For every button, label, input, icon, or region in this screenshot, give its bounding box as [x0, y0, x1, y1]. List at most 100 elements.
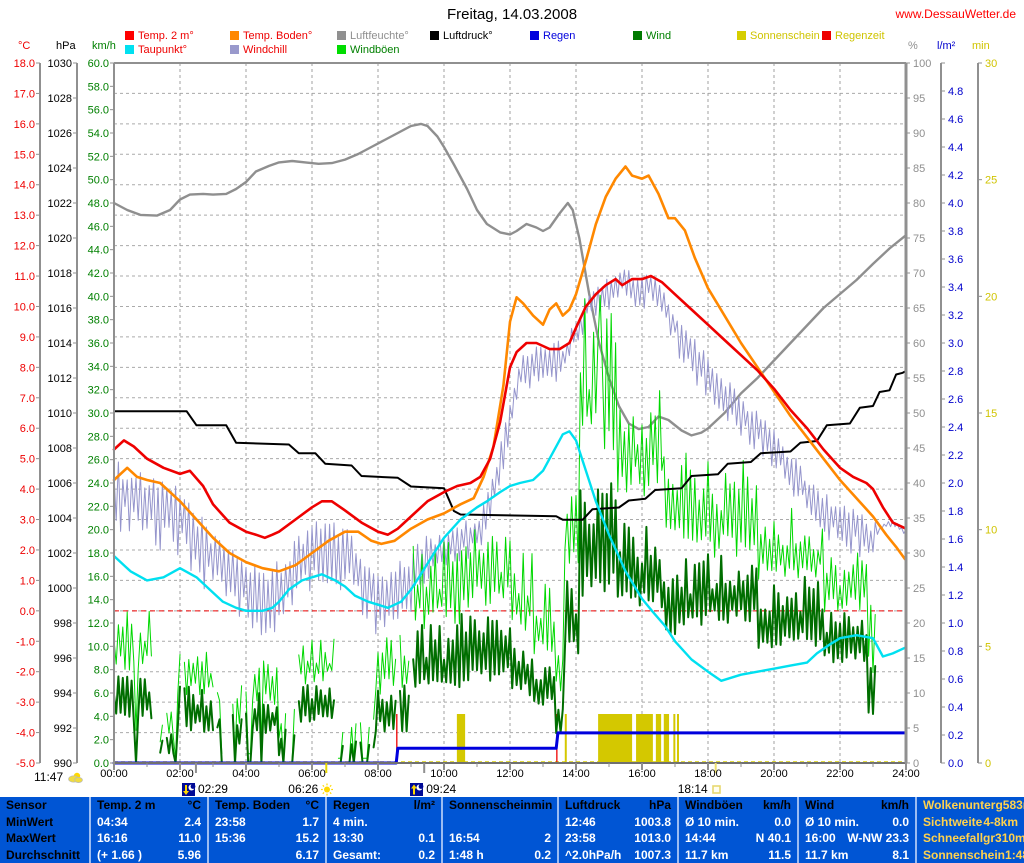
axis-tick-label-wind_kmh: 28.0: [88, 431, 109, 443]
legend-label: Temp. Boden°: [243, 30, 313, 42]
axis-tick-label-rain_lm2: 3.2: [948, 310, 963, 322]
cell-value: W-NW 23.3: [847, 831, 909, 846]
axis-tick-label-rain_lm2: 3.4: [948, 282, 963, 294]
axis-tick-label-humidity_pct: 15: [913, 653, 925, 665]
legend-swatch: [230, 31, 239, 40]
legend-label: Luftdruck°: [443, 30, 493, 42]
axis-tick-label-wind_kmh: 42.0: [88, 268, 109, 280]
axis-tick-label-rain_lm2: 1.4: [948, 562, 963, 574]
cell-value: 2.4: [184, 814, 201, 829]
cell-text: Sensor: [6, 798, 47, 813]
axis-tick-label-rain_lm2: 1.8: [948, 506, 963, 518]
legend-item-luftfeuchte-: Luftfeuchte°: [337, 30, 409, 42]
legend-label: Sonnenschein: [750, 30, 820, 42]
cell-text: (+ 1.66 ): [97, 847, 143, 862]
axis-tick-label-wind_kmh: 40.0: [88, 291, 109, 303]
cell-text: Sichtweite: [923, 814, 983, 829]
sunshine-bar: [456, 714, 466, 762]
legend-swatch: [530, 31, 539, 40]
axis-unit-rain_lm2: l/m²: [937, 40, 956, 52]
legend-swatch: [633, 31, 642, 40]
axis-tick-label-wind_kmh: 46.0: [88, 221, 109, 233]
axis-tick-label-rain_lm2: 0.8: [948, 646, 963, 658]
cell-value: 8.1: [892, 847, 909, 862]
axis-tick-label-temp_c: 17.0: [14, 88, 35, 100]
axis-tick-label-pressure_hpa: 1004: [48, 513, 72, 525]
sunshine-bar: [676, 714, 679, 762]
axis-tick-label-wind_kmh: 22.0: [88, 501, 109, 513]
cell-value: 0.0: [774, 814, 791, 829]
cell-text: Gesamt:: [333, 847, 382, 862]
legend-swatch: [430, 31, 439, 40]
axis-tick-label-wind_kmh: 16.0: [88, 571, 109, 583]
cell-text: Sonnenschein: [449, 798, 532, 813]
axis-unit-temp_c: °C: [18, 40, 31, 52]
legend-item-regen: Regen: [530, 30, 576, 42]
axis-tick-label-wind_kmh: 8.0: [94, 665, 109, 677]
axis-tick-label-temp_c: 8.0: [20, 362, 35, 374]
series-wind: [113, 675, 153, 764]
axis-tick-label-sun_min: 0: [985, 758, 991, 770]
axis-tick-label-wind_kmh: 44.0: [88, 245, 109, 257]
x-axis-label: 12:00: [496, 768, 524, 780]
series-wind: [231, 713, 243, 764]
series-windboeen: [348, 723, 357, 759]
axis-tick-label-wind_kmh: 56.0: [88, 105, 109, 117]
axis-tick-label-temp_c: 11.0: [14, 271, 35, 283]
axis-tick-label-sun_min: 15: [985, 408, 997, 420]
moonset-icon: [181, 782, 196, 796]
axis-tick-label-temp_c: 18.0: [14, 58, 35, 70]
cell-text: ^2.0hPa/h: [565, 847, 622, 862]
axis-tick-label-temp_c: -4.0: [16, 728, 35, 740]
axis-tick-label-pressure_hpa: 1026: [48, 128, 72, 140]
cell-value: hPa: [648, 798, 671, 813]
series-windboeen: [183, 651, 214, 696]
x-axis-label: 04:00: [232, 768, 260, 780]
series-wind: [216, 718, 223, 764]
sunshine-bar: [663, 714, 670, 762]
axis-tick-label-rain_lm2: 4.0: [948, 198, 963, 210]
series-windboeen: [298, 638, 335, 685]
axis-unit-pressure_hpa: hPa: [56, 40, 76, 52]
series-wind: [159, 739, 164, 754]
axis-tick-label-humidity_pct: 100: [913, 58, 931, 70]
axis-tick-label-rain_lm2: 1.6: [948, 534, 963, 546]
cell-text: 11.7 km: [685, 847, 729, 862]
page-title: Freitag, 14.03.2008: [446, 6, 578, 23]
x-axis-label: 08:00: [364, 768, 392, 780]
axis-tick-label-wind_kmh: 36.0: [88, 338, 109, 350]
col-sonnenschein: Sonnenschein min 16:54 2 1:48 h 0.2: [441, 797, 557, 863]
legend-label: Luftfeuchte°: [350, 30, 409, 42]
series-temp-2m: [112, 274, 908, 540]
axis-tick-label-rain_lm2: 1.0: [948, 618, 963, 630]
axis-tick-label-wind_kmh: 6.0: [94, 688, 109, 700]
legend-swatch: [337, 31, 346, 40]
cell-text: MinWert: [6, 814, 54, 829]
marker-time: 02:29: [197, 782, 228, 796]
col-temp-2-m: Temp. 2 m °C 04:34 2.4 16:16 11.0 (+ 1.66 ) 5.9…: [89, 797, 207, 863]
axis-tick-label-rain_lm2: 0.2: [948, 730, 963, 742]
axis-tick-label-pressure_hpa: 1020: [48, 233, 72, 245]
axis-tick-label-rain_lm2: 3.6: [948, 254, 963, 266]
axis-unit-sun_min: min: [972, 40, 990, 52]
axis-unit-humidity_pct: %: [908, 40, 918, 52]
axis-tick-label-wind_kmh: 0.0: [94, 758, 109, 770]
website-link[interactable]: www.DessauWetter.de: [895, 7, 1017, 21]
axis-tick-label-wind_kmh: 18.0: [88, 548, 109, 560]
axis-tick-label-temp_c: 3.0: [20, 515, 35, 527]
cell-text: 14:44: [685, 831, 716, 846]
cell-value: °C: [305, 798, 319, 813]
axis-tick-label-wind_kmh: 60.0: [88, 58, 109, 70]
cell-text: 11.7 km: [805, 847, 849, 862]
cell-text: Schneefallgr: [923, 831, 996, 846]
marker-time: 06:26: [288, 782, 319, 796]
legend-label: Regen: [543, 30, 576, 42]
axis-tick-label-wind_kmh: 14.0: [88, 595, 109, 607]
axis-tick-label-humidity_pct: 90: [913, 128, 925, 140]
legend-label: Temp. 2 m°: [138, 30, 194, 42]
legend-item-temp-boden-: Temp. Boden°: [230, 30, 313, 42]
current-time: 11:47: [34, 770, 83, 784]
cell-value: min: [531, 798, 553, 813]
sunshine-bar: [655, 714, 662, 762]
cell-value: 1013.0: [634, 831, 671, 846]
